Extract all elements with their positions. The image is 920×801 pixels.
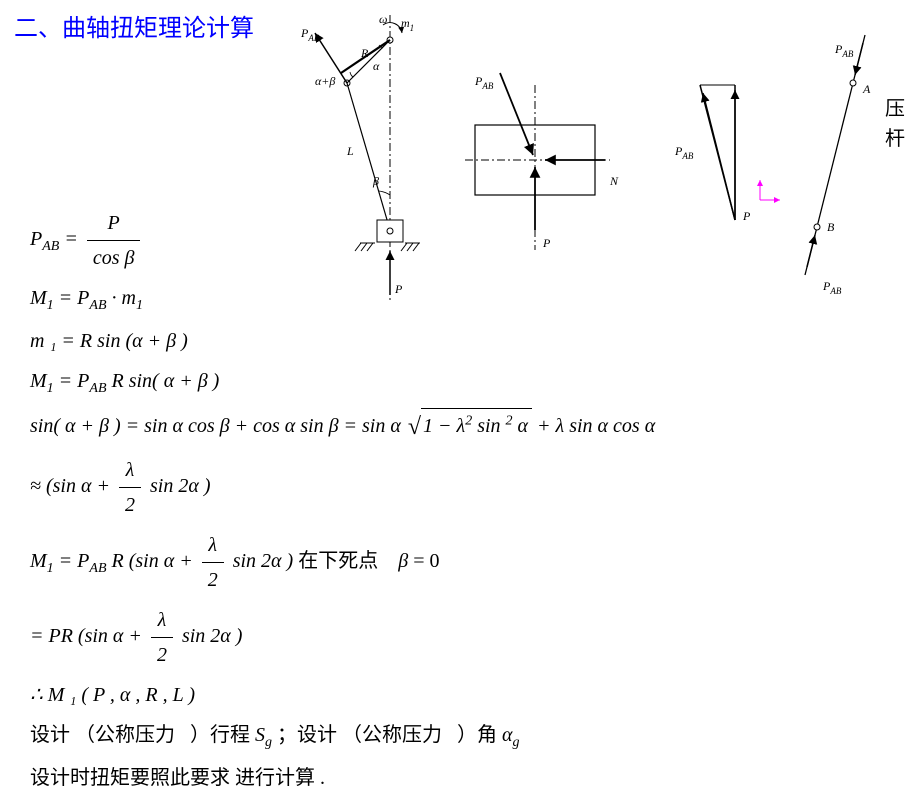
svg-text:A: A: [862, 82, 871, 96]
eq-9: ∴ M ₁ ( P , α , R , L ): [30, 678, 655, 712]
eq-4: M1 = PAB R sin( α + β ): [30, 364, 655, 401]
diagram-3: PAB P: [674, 85, 780, 223]
eq-10: 设计 （公称压力 ）行程 Sg ；设计 （公称压力 ）角 αg: [30, 718, 655, 755]
svg-text:R: R: [360, 46, 369, 60]
section-title: 二、曲轴扭矩理论计算: [14, 8, 254, 43]
svg-text:N: N: [609, 174, 619, 188]
svg-text:α+β: α+β: [315, 74, 335, 88]
svg-text:P: P: [742, 209, 751, 223]
svg-text:压: 压: [885, 98, 905, 120]
svg-text:α: α: [373, 59, 380, 73]
eq-7: M1 = PAB R (sin α + λ2 sin 2α ) 在下死点 β =…: [30, 528, 655, 597]
svg-text:PAB: PAB: [834, 42, 854, 59]
svg-text:PAB: PAB: [474, 74, 494, 91]
diagram-4: PAB PAB A B 压 杆: [805, 35, 905, 296]
eq-8: = PR (sin α + λ2 sin 2α ): [30, 603, 655, 672]
svg-text:β: β: [372, 174, 379, 188]
svg-text:L: L: [346, 144, 354, 158]
svg-text:PAB: PAB: [822, 279, 842, 296]
equations-block: PAB = Pcos β M1 = PAB · m1 m ₁ = R sin (…: [30, 200, 655, 801]
svg-text:B: B: [827, 220, 835, 234]
eq-3: m ₁ = R sin (α + β ): [30, 324, 655, 358]
svg-text:ω: ω: [379, 15, 387, 26]
eq-6: ≈ (sin α + λ2 sin 2α ): [30, 453, 655, 522]
eq-11: 设计时扭矩要照此要求 进行计算 .: [30, 761, 655, 795]
eq-2: M1 = PAB · m1: [30, 281, 655, 318]
eq-5: sin( α + β ) = sin α cos β + cos α sin β…: [30, 407, 655, 448]
svg-text:PAB: PAB: [300, 26, 320, 43]
eq-1: PAB = Pcos β: [30, 206, 655, 275]
svg-text:PAB: PAB: [674, 144, 694, 161]
svg-text:m1: m1: [401, 16, 414, 33]
svg-text:杆: 杆: [885, 127, 905, 150]
